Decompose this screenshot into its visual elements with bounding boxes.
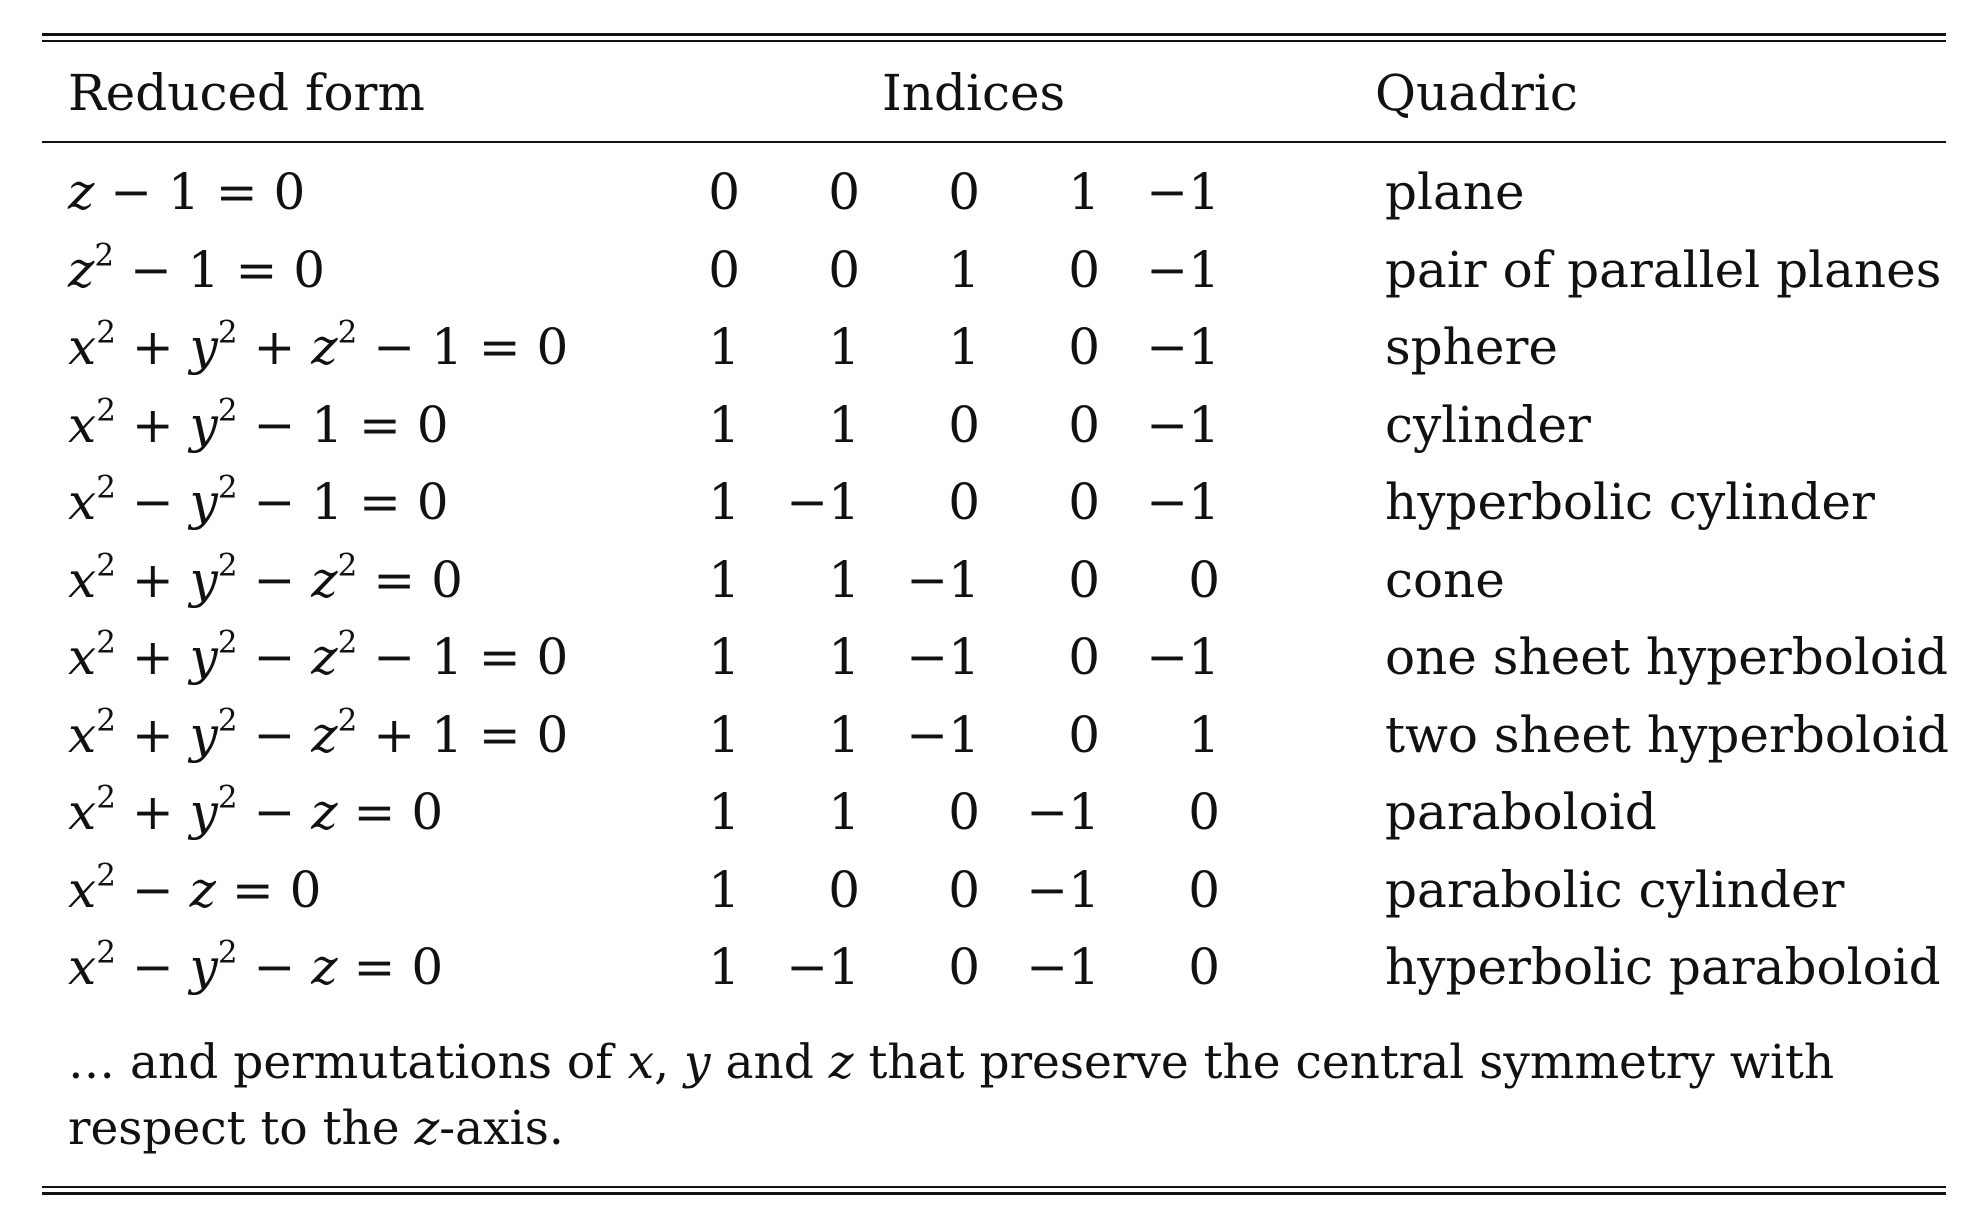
- index-cell: 1: [708, 860, 740, 919]
- header-quadric: Quadric: [1375, 64, 1578, 122]
- top-rule-outer: [42, 33, 1946, 36]
- index-cell: 0: [708, 240, 740, 299]
- reduced-form-cell: x2 + y2 − z2 + 1 = 0: [68, 701, 569, 764]
- quadric-cell: paraboloid: [1385, 783, 1657, 841]
- reduced-form-cell: x2 + y2 − z2 = 0: [68, 546, 463, 609]
- quadric-cell: parabolic cylinder: [1385, 860, 1845, 919]
- index-cell: 1: [708, 783, 740, 841]
- quadric-cell: hyperbolic cylinder: [1385, 473, 1875, 531]
- index-cell: −1: [1146, 628, 1220, 686]
- index-cell: 0: [1068, 473, 1100, 531]
- index-cell: −1: [1146, 240, 1220, 299]
- index-cell: 1: [948, 318, 980, 376]
- index-cell: 0: [948, 783, 980, 841]
- reduced-form-cell: z − 1 = 0: [68, 163, 306, 221]
- reduced-form-cell: z2 − 1 = 0: [68, 236, 326, 299]
- index-cell: 1: [948, 240, 980, 299]
- reduced-form-cell: x2 + y2 + z2 − 1 = 0: [68, 314, 569, 376]
- reduced-form-cell: x2 + y2 − z = 0: [68, 779, 444, 841]
- quadric-cell: one sheet hyperboloid: [1385, 628, 1948, 686]
- reduced-form-cell: x2 − y2 − 1 = 0: [68, 469, 449, 531]
- top-rule-inner: [42, 40, 1946, 42]
- index-cell: −1: [1146, 395, 1220, 454]
- index-cell: 1: [1068, 163, 1100, 221]
- quadric-cell: cylinder: [1385, 395, 1591, 454]
- index-cell: 1: [828, 628, 860, 686]
- index-cell: 0: [1068, 395, 1100, 454]
- index-cell: 0: [1068, 240, 1100, 299]
- index-cell: 0: [828, 163, 860, 221]
- index-cell: −1: [906, 705, 980, 764]
- reduced-form-cell: x2 − y2 − z = 0: [68, 934, 444, 996]
- reduced-form-cell: x2 − z = 0: [68, 856, 322, 919]
- index-cell: 0: [1068, 318, 1100, 376]
- index-cell: 0: [708, 163, 740, 221]
- reduced-form-cell: x2 + y2 − z2 − 1 = 0: [68, 624, 569, 686]
- index-cell: 0: [1188, 550, 1220, 609]
- index-cell: 1: [708, 395, 740, 454]
- index-cell: −1: [1146, 318, 1220, 376]
- index-cell: 0: [948, 395, 980, 454]
- header-rule: [42, 141, 1946, 143]
- index-cell: 0: [828, 240, 860, 299]
- index-cell: −1: [1026, 860, 1100, 919]
- index-cell: −1: [1026, 783, 1100, 841]
- index-cell: −1: [906, 550, 980, 609]
- index-cell: 0: [948, 163, 980, 221]
- bottom-rule-inner: [42, 1186, 1946, 1188]
- index-cell: 1: [828, 783, 860, 841]
- index-cell: −1: [1146, 473, 1220, 531]
- index-cell: 0: [1188, 860, 1220, 919]
- index-cell: 0: [1188, 783, 1220, 841]
- index-cell: 1: [828, 395, 860, 454]
- index-cell: 0: [1188, 938, 1220, 996]
- table-footnote: … and permutations of x, y and z that pr…: [68, 1035, 1835, 1156]
- index-cell: 1: [828, 550, 860, 609]
- index-cell: 1: [708, 473, 740, 531]
- index-cell: −1: [1146, 163, 1220, 221]
- index-cell: 1: [708, 318, 740, 376]
- index-cell: 0: [948, 473, 980, 531]
- header-indices: Indices: [882, 64, 1066, 122]
- index-cell: 0: [1068, 550, 1100, 609]
- quadric-cell: plane: [1385, 163, 1525, 221]
- index-cell: 1: [708, 628, 740, 686]
- index-cell: −1: [786, 938, 860, 996]
- index-cell: 0: [828, 860, 860, 919]
- index-cell: 1: [1188, 705, 1220, 764]
- quadric-cell: pair of parallel planes: [1385, 240, 1942, 299]
- index-cell: 1: [708, 705, 740, 764]
- bottom-rule-outer: [42, 1192, 1946, 1195]
- index-cell: 1: [828, 318, 860, 376]
- index-cell: 0: [1068, 705, 1100, 764]
- header-reduced-form: Reduced form: [68, 64, 425, 122]
- index-cell: 0: [1068, 628, 1100, 686]
- quadric-cell: hyperbolic paraboloid: [1385, 938, 1941, 996]
- index-cell: 1: [708, 938, 740, 996]
- index-cell: 1: [828, 705, 860, 764]
- index-cell: 1: [708, 550, 740, 609]
- index-cell: −1: [786, 473, 860, 531]
- reduced-form-cell: x2 + y2 − 1 = 0: [68, 391, 449, 454]
- index-cell: −1: [1026, 938, 1100, 996]
- quadric-cell: sphere: [1385, 318, 1558, 376]
- quadric-cell: two sheet hyperboloid: [1385, 705, 1950, 764]
- quadric-cell: cone: [1385, 550, 1505, 609]
- index-cell: −1: [906, 628, 980, 686]
- index-cell: 0: [948, 938, 980, 996]
- index-cell: 0: [948, 860, 980, 919]
